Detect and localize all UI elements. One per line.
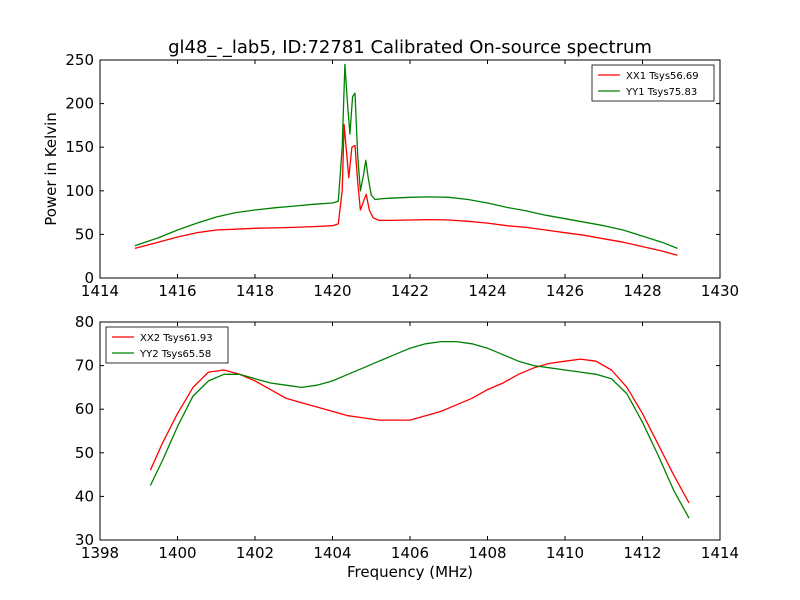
y-tick-label: 50 [75,225,94,243]
x-tick-label: 1414 [701,544,739,562]
x-tick-label: 1414 [81,282,119,300]
legend-label: YY1 Tsys75.83 [625,87,697,98]
x-tick-label: 1426 [546,282,584,300]
y-tick-label: 70 [75,357,94,375]
x-tick-label: 1406 [391,544,429,562]
x-tick-label: 1424 [468,282,506,300]
x-tick-label: 1422 [391,282,429,300]
series-line-1-2 [134,63,678,250]
y-tick-label: 0 [84,269,94,287]
x-tick-label: 1404 [313,544,351,562]
chart-title: gl48_-_lab5, ID:72781 Calibrated On-sour… [168,37,652,58]
y-tick-label: 30 [75,531,94,549]
y-tick-label: 40 [75,487,94,505]
x-tick-label: 1420 [313,282,351,300]
legend-label: YY2 Tsys65.58 [139,349,211,360]
y-axis-label: Power in Kelvin [42,112,60,226]
series-line-2-1 [149,358,690,504]
series-line-1-1 [134,123,678,256]
x-tick-label: 1430 [701,282,739,300]
legend-box [105,326,229,364]
legend-label: XX2 Tsys61.93 [140,333,213,344]
x-tick-label: 1428 [623,282,661,300]
legend-label: XX1 Tsys56.69 [626,71,699,82]
x-tick-label: 1416 [158,282,196,300]
y-tick-label: 150 [65,138,94,156]
x-tick-label: 1418 [236,282,274,300]
bottom-panel: 1398 1400 1402 1404 1406 1408 1410 1412 1414 30 40… [75,313,739,562]
x-tick-label: 1402 [236,544,274,562]
top-panel: 1414 1416 1418 1420 1422 1424 1426 1428 1430 0 50 1… [65,51,739,300]
x-tick-label: 1398 [81,544,119,562]
x-tick-label: 1400 [158,544,196,562]
y-tick-label: 50 [75,444,94,462]
x-axis-label: Frequency (MHz) [347,563,473,581]
y-tick-label: 80 [75,313,94,331]
y-tick-label: 100 [65,182,94,200]
series-line-2-2 [149,340,690,519]
x-tick-label: 1412 [623,544,661,562]
y-tick-label: 200 [65,95,94,113]
legend-box [591,64,715,102]
y-tick-label: 250 [65,51,94,69]
x-tick-label: 1408 [468,544,506,562]
x-tick-label: 1410 [546,544,584,562]
y-tick-label: 60 [75,400,94,418]
